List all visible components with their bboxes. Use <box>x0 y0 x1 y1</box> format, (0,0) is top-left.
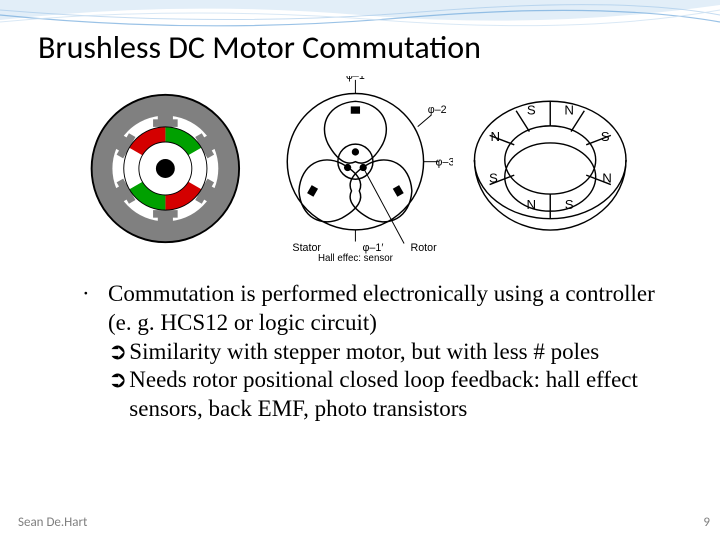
sub1-text: Similarity with stepper motor, but with … <box>129 338 670 367</box>
rotor-label: Rotor <box>410 242 437 254</box>
svg-text:N: N <box>490 129 500 144</box>
body-text: · Commutation is performed electronicall… <box>80 280 670 424</box>
footer-page-number: 9 <box>703 515 710 530</box>
phi3-label: φ–3 <box>435 156 452 168</box>
hall-label: Hall effec: sensor <box>318 253 394 261</box>
svg-text:S: S <box>489 170 498 185</box>
svg-text:N: N <box>602 170 612 185</box>
lead-text: Commutation is performed electronically … <box>108 280 670 338</box>
diagram-row: φ–1 φ–2 φ–3 φ–1′ Stator Rotor Hall effec… <box>85 78 635 258</box>
svg-text:N: N <box>526 197 536 212</box>
svg-text:S: S <box>526 102 535 117</box>
bullet-icon: · <box>80 280 108 338</box>
sub2-text: Needs rotor positional closed loop feedb… <box>129 366 670 424</box>
arrow-icon: ➲ <box>108 338 129 367</box>
slide-title: Brushless DC Motor Commutation <box>38 28 481 67</box>
motor-cross-section <box>85 86 246 251</box>
svg-text:S: S <box>564 197 573 212</box>
phi2-label: φ–2 <box>427 104 446 116</box>
rotor-ring: S N S N S N S N <box>465 86 635 251</box>
stator-diagram: φ–1 φ–2 φ–3 φ–1′ Stator Rotor Hall effec… <box>258 76 453 261</box>
arrow-icon: ➲ <box>108 366 129 424</box>
svg-text:S: S <box>600 129 609 144</box>
svg-text:N: N <box>564 102 574 117</box>
footer-author: Sean De.Hart <box>18 515 87 530</box>
phi1-label: φ–1 <box>346 76 365 82</box>
